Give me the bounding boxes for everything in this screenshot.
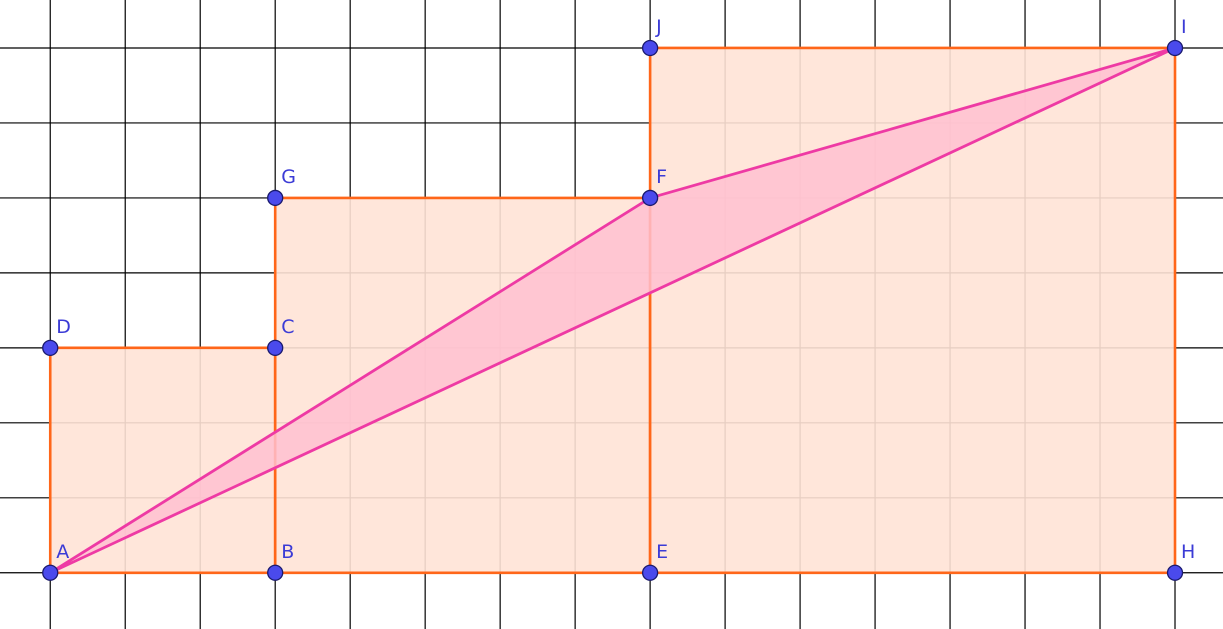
point-label-g: G bbox=[281, 166, 296, 188]
point-label-e: E bbox=[656, 541, 668, 563]
point-c[interactable] bbox=[267, 339, 284, 357]
point-label-d: D bbox=[56, 316, 71, 338]
point-label-f: F bbox=[656, 166, 667, 188]
point-d[interactable] bbox=[42, 339, 59, 357]
point-label-c: C bbox=[281, 316, 294, 338]
point-label-a: A bbox=[56, 541, 69, 563]
point-b[interactable] bbox=[267, 564, 284, 581]
point-h[interactable] bbox=[1166, 564, 1184, 581]
point-label-i: I bbox=[1181, 16, 1187, 38]
point-j[interactable] bbox=[641, 39, 659, 57]
point-label-h: H bbox=[1181, 541, 1195, 563]
point-i[interactable] bbox=[1166, 39, 1184, 57]
point-labels: A B C D E F G H I J bbox=[56, 16, 1195, 563]
triangle bbox=[48, 46, 1177, 575]
triangle-AFI[interactable] bbox=[48, 46, 1177, 575]
point-f[interactable] bbox=[641, 189, 659, 207]
point-a[interactable] bbox=[42, 564, 59, 581]
points bbox=[42, 39, 1184, 581]
point-label-b: B bbox=[281, 541, 294, 563]
point-label-j: J bbox=[655, 16, 662, 38]
point-e[interactable] bbox=[641, 564, 659, 581]
point-g[interactable] bbox=[267, 189, 284, 207]
